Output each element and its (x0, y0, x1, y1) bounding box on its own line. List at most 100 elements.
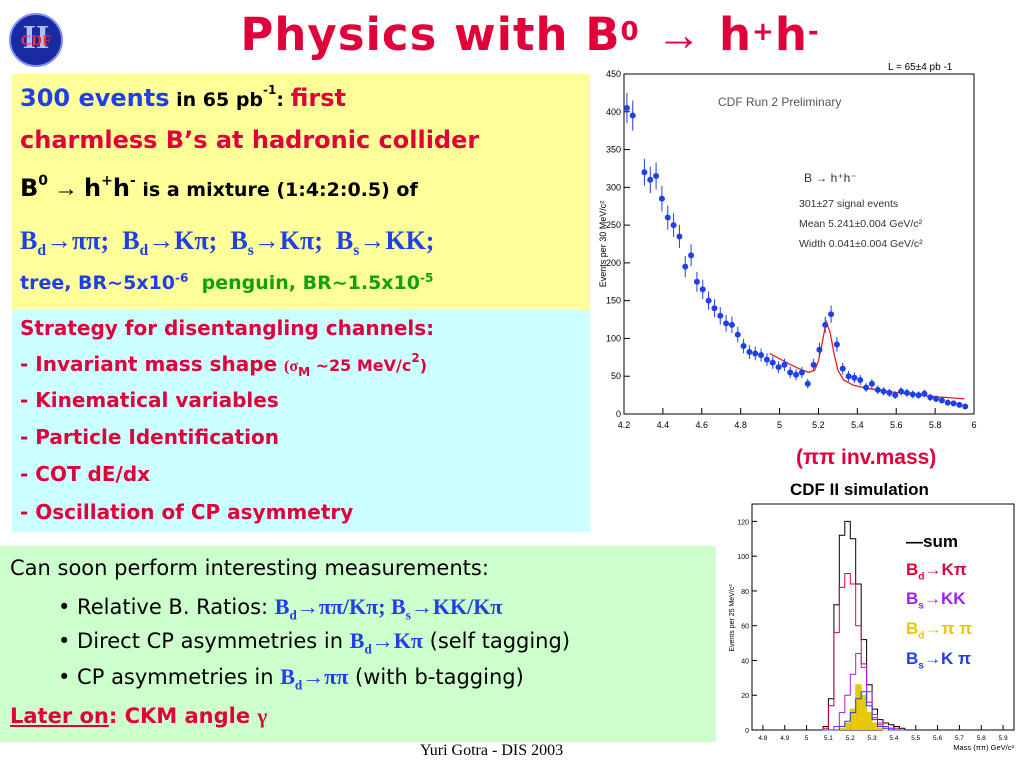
data-point (915, 392, 922, 399)
sim-y-tick-label: 80 (741, 589, 749, 596)
branching-ratios: tree, BR~5x10-6 penguin, BR~1.5x10-5 (20, 270, 434, 294)
strategy-heading: Strategy for disentangling channels: (20, 316, 435, 340)
data-point (769, 359, 776, 366)
sim-x-tick-label: 5.1 (824, 735, 833, 742)
legend-item: Bd→π π (906, 619, 973, 642)
sim-x-tick-label: 4.9 (780, 735, 789, 742)
sim-fill-bar (850, 709, 856, 730)
x-tick-label: 5.6 (890, 420, 903, 430)
data-point (758, 352, 765, 359)
chart-annotation: Mean 5.241±0.004 GeV/c² (799, 218, 923, 230)
data-point (938, 397, 945, 404)
data-point (857, 377, 864, 383)
y-tick-label: 350 (606, 145, 621, 155)
pipi-caption: (ππ inv.mass) (796, 446, 937, 469)
logo-roman: II (23, 19, 49, 56)
sim-y-tick-label: 120 (737, 519, 749, 526)
data-point (874, 386, 881, 393)
decay-channels: Bd→ππ; Bd→Kπ; Bs→Kπ; Bs→KK; (20, 226, 434, 260)
channel-3: Bs→Kπ; (230, 226, 323, 260)
y-tick-label: 200 (606, 258, 621, 268)
legend-item: Bs→K π (906, 649, 971, 672)
bullet-cp: • CP asymmetries in Bd→ππ (with b-taggin… (58, 664, 524, 693)
data-point (705, 297, 712, 304)
mass-spectrum-chart: 0 50 100 150 200 250 300 350 400 450 4.2 4.4 4.6 4.8 5… (598, 62, 977, 430)
data-point (798, 369, 805, 376)
sim-fill-bar (861, 695, 867, 730)
footer-text: Yuri Gotra - DIS 2003 (420, 742, 564, 759)
measurements-heading: Can soon perform interesting measurement… (10, 556, 489, 580)
sim-fill-bar (844, 723, 851, 730)
data-point (886, 389, 893, 396)
data-point (658, 195, 665, 202)
data-point (898, 388, 905, 395)
y-tick-label: 0 (616, 409, 621, 419)
sim-y-tick-label: 40 (741, 658, 749, 665)
sim-y-tick-label: 20 (741, 693, 749, 700)
chart-annotation: 301±27 signal events (799, 198, 898, 210)
data-point (670, 222, 677, 229)
channel-1: Bd→ππ; (20, 226, 110, 260)
y-tick-label: 450 (606, 69, 621, 79)
sim-x-tick-label: 5.6 (933, 735, 942, 742)
data-point (950, 400, 957, 407)
data-point (927, 394, 934, 401)
data-point (833, 341, 840, 348)
sim-y-tick-label: 0 (745, 728, 749, 735)
y-tick-label: 50 (611, 371, 621, 381)
data-point (851, 374, 858, 381)
sim-fill-bar (866, 712, 873, 730)
y-tick-label: 100 (606, 333, 621, 343)
data-point (944, 399, 951, 406)
sim-x-tick-label: 5.3 (868, 735, 877, 742)
data-point (734, 331, 741, 338)
data-point (623, 105, 630, 111)
sim-x-tick-label: 5.9 (999, 735, 1008, 742)
x-tick-label: 5 (777, 420, 782, 430)
sim-fill-bar (877, 728, 883, 730)
plot-frame (623, 73, 975, 415)
bullet-direct-cp: • Direct CP asymmetries in Bd→Kπ (self t… (58, 628, 571, 657)
data-point (664, 214, 671, 221)
strategy-item: - Kinematical variables (20, 388, 279, 412)
sim-series-bsk (823, 691, 905, 731)
data-point (816, 346, 823, 353)
data-point (775, 364, 782, 371)
sim-x-tick-label: 5.7 (955, 735, 964, 742)
x-tick-label: 6 (971, 420, 976, 430)
charmless-line: charmless B’s at hadronic collider (20, 126, 480, 154)
data-point (653, 173, 660, 179)
data-point (629, 112, 636, 119)
data-point (787, 369, 794, 376)
data-point (921, 390, 928, 397)
sim-y-axis-label: Events per 25 MeV/c² (729, 584, 736, 652)
events-line: 300 events in 65 pb-1: first (20, 82, 346, 112)
data-point (693, 278, 700, 285)
data-point (647, 176, 654, 183)
cdf-logo: II CDF (8, 12, 64, 68)
data-point (699, 286, 706, 293)
y-tick-label: 300 (606, 182, 621, 192)
legend-item: Bs→KK (906, 589, 966, 612)
data-point (793, 371, 800, 378)
sim-x-tick-label: 4.8 (758, 735, 767, 742)
data-point (746, 349, 753, 356)
strategy-item: - Particle Identification (20, 425, 279, 449)
data-point (845, 373, 852, 380)
data-point (903, 389, 910, 396)
strategy-item: - Invariant mass shape (σM ~25 MeV/c2) (20, 350, 427, 379)
y-tick-label: 250 (606, 220, 621, 230)
sim-fill-bar (855, 684, 862, 730)
data-point (763, 356, 770, 363)
data-point (717, 312, 724, 319)
data-point (909, 391, 916, 398)
strategy-box: Strategy for disentangling channels: - I… (12, 310, 590, 532)
sim-x-tick-label: 5.2 (846, 735, 855, 742)
sim-y-tick-label: 60 (741, 624, 749, 631)
data-point (933, 395, 940, 402)
channel-4: Bs→KK; (335, 226, 435, 260)
x-tick-label: 4.4 (657, 420, 670, 430)
data-point (868, 380, 875, 387)
x-tick-label: 5.4 (851, 420, 864, 430)
x-tick-label: 5.2 (812, 420, 825, 430)
